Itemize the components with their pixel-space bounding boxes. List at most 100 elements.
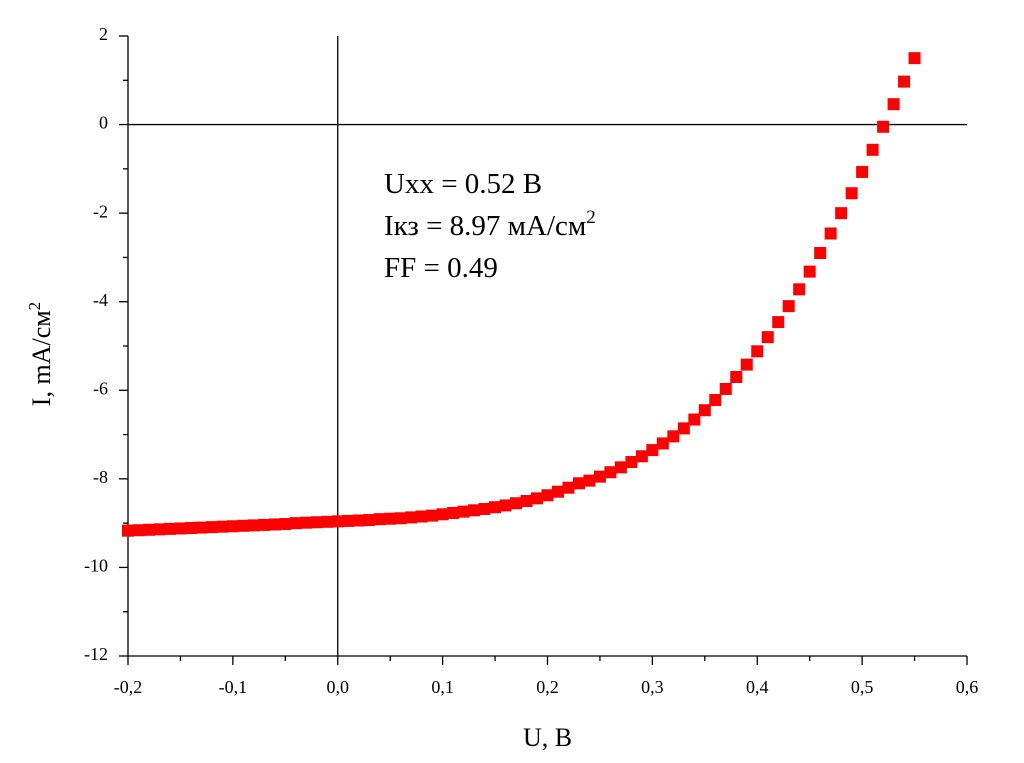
data-point [677, 422, 690, 435]
data-point [163, 522, 176, 535]
data-point [572, 477, 585, 490]
data-point [614, 461, 627, 474]
data-point [373, 513, 386, 526]
data-point [824, 227, 837, 240]
annotation-text: Iкз = 8.97 мА/см [384, 210, 586, 242]
data-point [289, 517, 302, 530]
data-point [908, 52, 921, 65]
data-point [667, 430, 680, 443]
data-point [887, 98, 900, 111]
data-point [279, 518, 292, 531]
y-axis-title-text: I, mA/см [27, 310, 56, 406]
data-point [184, 522, 197, 535]
data-point [709, 394, 722, 407]
data-point [772, 316, 785, 329]
data-point [363, 514, 376, 527]
data-point [153, 523, 166, 536]
data-point [342, 514, 355, 527]
data-point [856, 165, 869, 178]
data-point [352, 514, 365, 527]
data-point [583, 474, 596, 487]
y-axis-title-sup: 2 [25, 302, 44, 311]
data-point [551, 485, 564, 498]
x-tick-label: -0,1 [219, 677, 248, 697]
data-point [247, 519, 260, 532]
data-point [510, 497, 523, 510]
data-point [803, 265, 816, 278]
data-point [656, 437, 669, 450]
data-point [426, 509, 439, 522]
data-point [205, 521, 218, 534]
y-tick-label: -2 [93, 201, 108, 221]
x-tick-label: 0,6 [956, 677, 979, 697]
annotation-text: Uxx = 0.52 B [384, 168, 542, 200]
data-point [562, 481, 575, 494]
data-point [237, 519, 250, 532]
data-point [478, 502, 491, 515]
data-point [331, 515, 344, 528]
data-point [447, 506, 460, 519]
data-point [698, 404, 711, 417]
data-point [258, 518, 271, 531]
data-point [845, 187, 858, 200]
data-point [782, 300, 795, 313]
y-tick-label: -6 [93, 378, 108, 398]
data-point [321, 515, 334, 528]
y-tick-label: 0 [99, 113, 108, 133]
x-axis-title: U, B [523, 723, 572, 752]
y-tick-label: 2 [99, 24, 108, 44]
annotation: FF = 0.49 [384, 252, 498, 284]
data-point [898, 75, 911, 88]
x-tick-label: 0,2 [536, 677, 559, 697]
x-tick-label: 0,3 [641, 677, 664, 697]
data-point [814, 247, 827, 259]
data-point [730, 371, 743, 383]
data-point [740, 358, 753, 371]
x-tick-label: 0,1 [431, 677, 454, 697]
data-point [468, 504, 481, 517]
data-point [793, 283, 806, 296]
data-point [593, 470, 606, 483]
x-tick-label: 0,5 [851, 677, 874, 697]
data-point [174, 522, 187, 535]
x-tick-label: 0,4 [746, 677, 769, 697]
y-tick-label: -4 [93, 290, 108, 310]
data-point [604, 466, 617, 479]
x-tick-label: 0,0 [327, 677, 350, 697]
data-point [761, 331, 774, 344]
data-point [122, 524, 134, 537]
y-tick-label: -12 [84, 644, 108, 664]
data-point [688, 413, 701, 426]
data-point [531, 492, 544, 505]
y-tick-label: -10 [84, 556, 108, 576]
data-point [394, 512, 407, 525]
y-tick-label: -8 [93, 467, 108, 487]
data-point [541, 489, 554, 502]
data-point [300, 516, 313, 529]
x-tick-label: -0,2 [114, 677, 143, 697]
data-point [310, 516, 323, 529]
data-point [216, 520, 229, 533]
annotation-sup: 2 [586, 207, 596, 228]
data-point [132, 524, 145, 537]
data-point [866, 143, 879, 156]
data-point [457, 505, 470, 518]
annotation: Iкз = 8.97 мА/см2 [384, 207, 596, 242]
data-point [835, 207, 848, 220]
annotation-text: FF = 0.49 [384, 252, 498, 284]
data-point [384, 512, 397, 525]
annotation: Uxx = 0.52 B [384, 168, 542, 200]
data-point [499, 499, 512, 512]
data-point [268, 518, 281, 531]
data-point [520, 495, 533, 507]
data-point [751, 345, 764, 358]
data-point [142, 523, 155, 536]
data-point [226, 520, 239, 533]
data-point [877, 120, 890, 133]
data-point [415, 510, 428, 523]
data-point [646, 444, 659, 457]
data-point [719, 382, 732, 395]
data-point [625, 456, 638, 469]
data-point [635, 450, 648, 463]
